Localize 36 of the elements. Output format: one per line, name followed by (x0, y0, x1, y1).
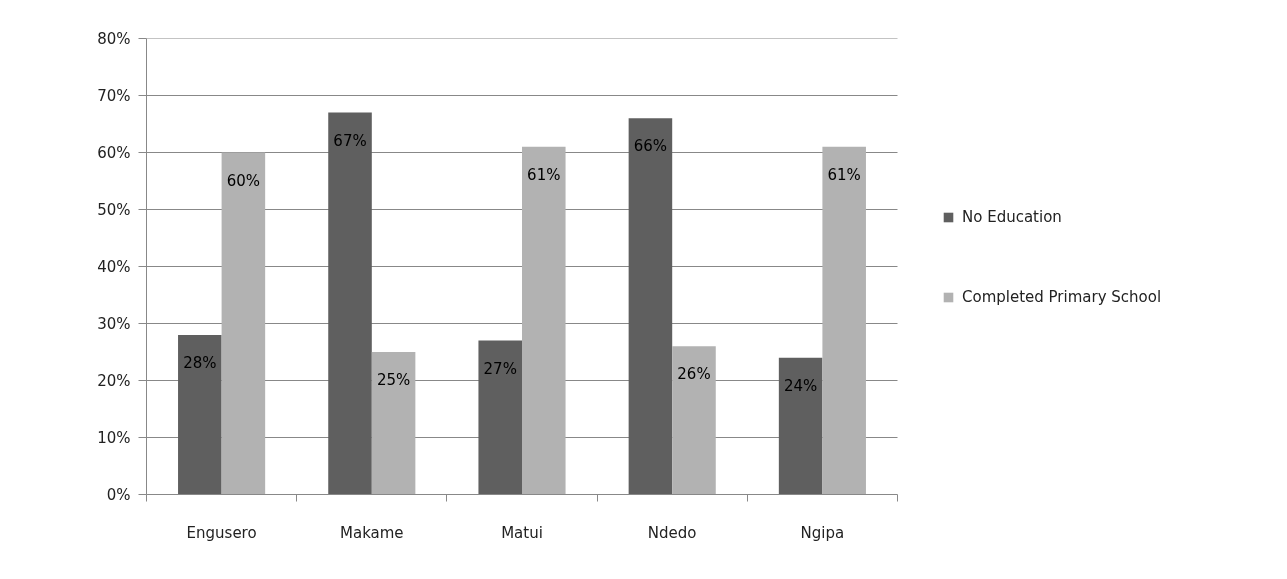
y-tick-label: 0% (106, 485, 131, 504)
data-label: 26% (677, 365, 711, 384)
data-label: 28% (183, 353, 217, 372)
bar (371, 352, 416, 495)
data-label: 61% (527, 165, 561, 184)
data-label: 60% (226, 171, 261, 190)
bar (221, 152, 266, 495)
bar (822, 146, 866, 495)
y-tick-label: 40% (97, 257, 131, 276)
x-tick-label: Ndedo (647, 523, 697, 542)
bar (778, 357, 823, 495)
legend-label: Completed Primary School (962, 288, 1162, 306)
x-tick-label: Engusero (186, 523, 257, 542)
data-label: 24% (783, 376, 818, 395)
bar (178, 334, 222, 495)
y-tick-label: 70% (97, 86, 131, 105)
x-tick-label: Makame (340, 523, 404, 542)
y-tick-label: 50% (97, 200, 131, 219)
y-tick-label: 80% (97, 29, 131, 48)
x-tick-label: Matui (501, 523, 543, 542)
bar (672, 346, 716, 495)
bar (328, 112, 372, 495)
x-tick-label: Ngipa (800, 523, 845, 542)
bar (522, 146, 566, 495)
y-tick-label: 10% (97, 428, 131, 447)
data-label: 27% (483, 359, 517, 378)
data-label: 61% (827, 165, 861, 184)
legend-label: No Education (962, 208, 1062, 226)
bar (628, 118, 673, 495)
data-label: 66% (633, 137, 668, 156)
y-tick-label: 20% (97, 371, 131, 390)
data-label: 67% (333, 131, 367, 150)
bar (478, 340, 522, 495)
data-label: 25% (376, 371, 411, 389)
y-tick-label: 30% (97, 314, 131, 333)
y-tick-label: 60% (97, 143, 131, 162)
